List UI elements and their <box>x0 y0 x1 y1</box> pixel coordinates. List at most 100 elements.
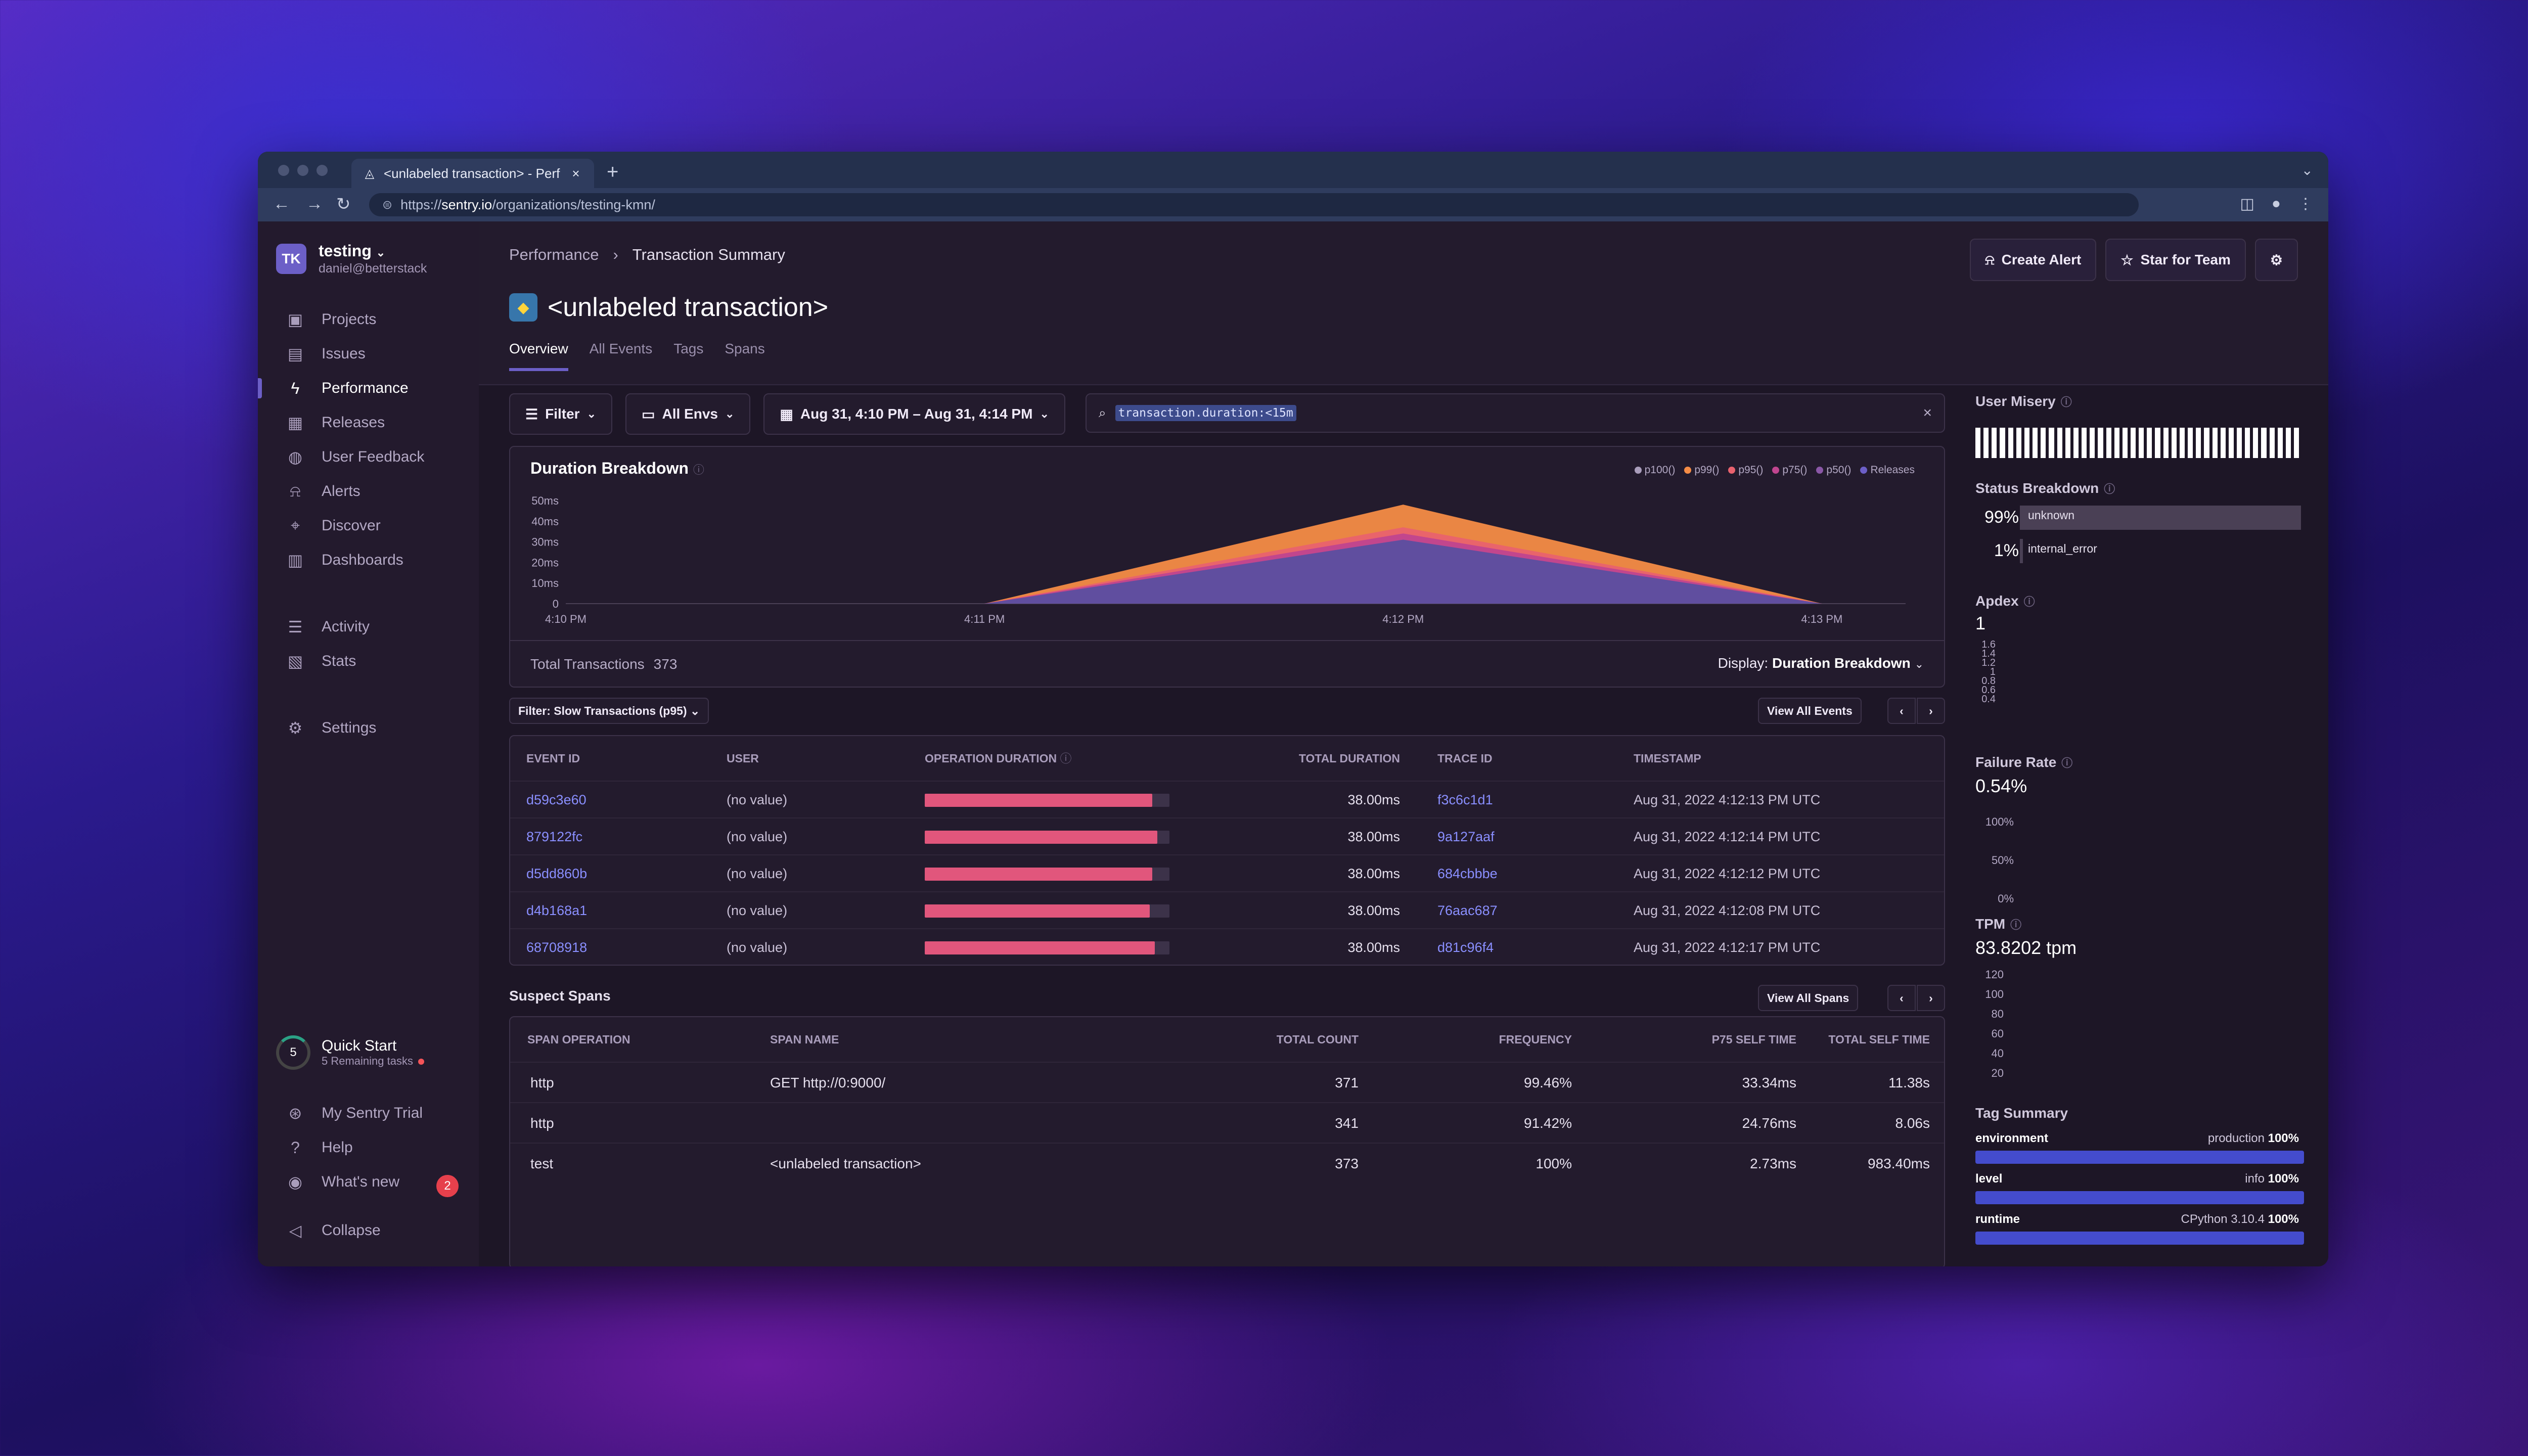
settings-button[interactable]: ⚙ <box>2254 239 2298 281</box>
sidebar-item-projects[interactable]: ▣ Projects <box>258 302 479 337</box>
event-id-link[interactable]: d4b168a1 <box>526 903 588 918</box>
table-row[interactable]: d4b168a1 (no value) 38.00ms 76aac687 Aug 31,… <box>510 891 1944 929</box>
filter-dropdown[interactable]: ☰ Filter ⌄ <box>509 393 613 435</box>
operation-duration-bar[interactable] <box>925 831 1169 844</box>
col-timestamp[interactable]: TIMESTAMP <box>1634 752 1701 765</box>
trace-id-link[interactable]: 684cbbbe <box>1437 866 1498 881</box>
col-span-operation[interactable]: SPAN OPERATION <box>527 1033 630 1046</box>
table-row[interactable]: 879122fc (no value) 38.00ms 9a127aaf Aug 31,… <box>510 817 1944 855</box>
sidebar-item-releases[interactable]: ▦ Releases <box>258 405 479 440</box>
sidebar-item-help[interactable]: ? Help <box>258 1130 479 1165</box>
event-id-link[interactable]: 68708918 <box>526 940 588 955</box>
sidebar-collapse-button[interactable]: ◁ Collapse <box>258 1213 479 1248</box>
create-alert-button[interactable]: ⍾ Create Alert <box>1970 239 2097 281</box>
tag-row-environment[interactable]: environment production 100% <box>1975 1131 2304 1174</box>
legend-p95[interactable]: p95() <box>1728 464 1763 476</box>
spans-next-page-button[interactable]: › <box>1917 985 1945 1011</box>
legend-p100[interactable]: p100() <box>1634 464 1675 476</box>
tag-distribution-bar[interactable] <box>1975 1191 2304 1204</box>
col-frequency[interactable]: FREQUENCY <box>1499 1033 1572 1046</box>
sidebar-item-dashboards[interactable]: ▥ Dashboards <box>258 543 479 577</box>
trace-id-link[interactable]: 76aac687 <box>1437 903 1498 918</box>
info-icon[interactable]: ⓘ <box>2010 919 2022 931</box>
event-id-link[interactable]: d5dd860b <box>526 866 588 881</box>
env-selector[interactable]: ▭ All Envs ⌄ <box>625 393 751 435</box>
sidebar-item-discover[interactable]: ⌖ Discover <box>258 509 479 543</box>
next-page-button[interactable]: › <box>1917 698 1945 724</box>
status-row-internal-error[interactable]: 1% internal_error <box>1975 539 2304 563</box>
browser-tab[interactable]: ◬ <unlabeled transaction> - Perf × <box>351 159 594 188</box>
view-all-events-button[interactable]: View All Events <box>1758 698 1862 724</box>
table-row[interactable]: http 341 91.42% 24.76ms 8.06s <box>510 1102 1944 1144</box>
tag-row-runtime[interactable]: runtime CPython 3.10.4 100% <box>1975 1212 2304 1255</box>
sidebar-item-performance[interactable]: ϟ Performance <box>258 371 479 405</box>
legend-releases[interactable]: Releases <box>1860 464 1915 476</box>
prev-page-button[interactable]: ‹ <box>1887 698 1916 724</box>
sidebar-item-stats[interactable]: ▧ Stats <box>258 644 479 678</box>
tag-distribution-bar[interactable] <box>1975 1151 2304 1164</box>
span-name-link[interactable]: <unlabeled transaction> <box>770 1156 921 1171</box>
back-icon[interactable]: ← <box>273 194 290 213</box>
trace-id-link[interactable]: 9a127aaf <box>1437 829 1495 844</box>
close-tab-icon[interactable]: × <box>572 165 580 181</box>
col-total-count[interactable]: TOTAL COUNT <box>1276 1033 1359 1046</box>
new-tab-button[interactable]: + <box>607 161 619 183</box>
forward-icon[interactable]: → <box>306 194 323 213</box>
table-row[interactable]: d5dd860b (no value) 38.00ms 684cbbbe Aug 31,… <box>510 854 1944 892</box>
operation-duration-bar[interactable] <box>925 904 1169 918</box>
tag-row-level[interactable]: level info 100% <box>1975 1172 2304 1214</box>
tab-all-events[interactable]: All Events <box>589 341 653 356</box>
table-row[interactable]: 68708918 (no value) 38.00ms d81c96f4 Aug 31,… <box>510 928 1944 966</box>
view-all-spans-button[interactable]: View All Spans <box>1758 985 1859 1011</box>
sidebar-item-settings[interactable]: ⚙ Settings <box>258 711 479 745</box>
legend-p75[interactable]: p75() <box>1772 464 1807 476</box>
info-icon[interactable]: ⓘ <box>693 464 704 476</box>
table-row[interactable]: test <unlabeled transaction> 373 100% 2.73ms… <box>510 1143 1944 1184</box>
col-span-name[interactable]: SPAN NAME <box>770 1033 839 1046</box>
series-area-p50[interactable] <box>566 539 1822 604</box>
sidebar-item-user-feedback[interactable]: ◍ User Feedback <box>258 440 479 474</box>
col-total-self-time[interactable]: TOTAL SELF TIME <box>1828 1033 1930 1046</box>
event-id-link[interactable]: 879122fc <box>526 829 583 844</box>
span-name-link[interactable]: GET http://0:9000/ <box>770 1075 886 1090</box>
table-row[interactable]: http GET http://0:9000/371 99.46% 33.34ms 11… <box>510 1062 1944 1103</box>
close-window-button[interactable] <box>278 165 289 176</box>
event-id-link[interactable]: d59c3e60 <box>526 792 586 807</box>
maximize-window-button[interactable] <box>317 165 328 176</box>
trace-id-link[interactable]: d81c96f4 <box>1437 940 1494 955</box>
browser-menu-icon[interactable]: ⋮ <box>2298 196 2313 212</box>
operation-duration-bar[interactable] <box>925 868 1169 881</box>
spans-prev-page-button[interactable]: ‹ <box>1887 985 1916 1011</box>
legend-p99[interactable]: p99() <box>1684 464 1719 476</box>
tab-spans[interactable]: Spans <box>725 341 765 356</box>
trace-id-link[interactable]: f3c6c1d1 <box>1437 792 1493 807</box>
col-event-id[interactable]: EVENT ID <box>526 752 580 765</box>
legend-p50[interactable]: p50() <box>1816 464 1851 476</box>
operation-duration-bar[interactable] <box>925 941 1169 954</box>
display-selector[interactable]: Display: Duration Breakdown ⌄ <box>1718 655 1924 671</box>
clear-search-icon[interactable]: × <box>1923 404 1932 421</box>
tab-tags[interactable]: Tags <box>673 341 704 356</box>
col-operation-duration[interactable]: OPERATION DURATION ⓘ <box>925 736 1071 781</box>
minimize-window-button[interactable] <box>297 165 308 176</box>
org-switcher[interactable]: TK testing ⌄ daniel@betterstack <box>276 242 427 276</box>
sidebar-item-issues[interactable]: ▤ Issues <box>258 337 479 371</box>
slow-transactions-filter[interactable]: Filter: Slow Transactions (p95) ⌄ <box>509 698 709 724</box>
search-input[interactable]: ⌕ transaction.duration:<15m × <box>1086 393 1945 433</box>
tab-list-chevron-icon[interactable]: ⌄ <box>2301 162 2313 178</box>
status-row-unknown[interactable]: 99% unknown <box>1975 506 2304 530</box>
reload-icon[interactable]: ↻ <box>336 195 351 214</box>
site-info-icon[interactable]: ⊜ <box>382 198 393 212</box>
col-user[interactable]: USER <box>727 752 759 765</box>
col-trace-id[interactable]: TRACE ID <box>1437 752 1493 765</box>
tab-overview[interactable]: Overview <box>509 341 568 371</box>
breadcrumb-performance[interactable]: Performance <box>509 246 599 263</box>
side-panel-icon[interactable]: ◫ <box>2240 196 2254 212</box>
star-for-team-button[interactable]: ☆ Star for Team <box>2105 239 2246 281</box>
quick-start[interactable]: 5 Quick Start 5 Remaining tasks <box>276 1035 424 1070</box>
sidebar-item-activity[interactable]: ☰ Activity <box>258 610 479 644</box>
col-total-duration[interactable]: TOTAL DURATION <box>1298 752 1400 765</box>
sidebar-item-my-sentry-trial[interactable]: ⊛ My Sentry Trial <box>258 1096 479 1130</box>
url-input[interactable]: ⊜ https://sentry.io/organizations/testin… <box>369 193 2139 216</box>
table-row[interactable]: d59c3e60 (no value) 38.00ms f3c6c1d1 Aug 31,… <box>510 781 1944 818</box>
